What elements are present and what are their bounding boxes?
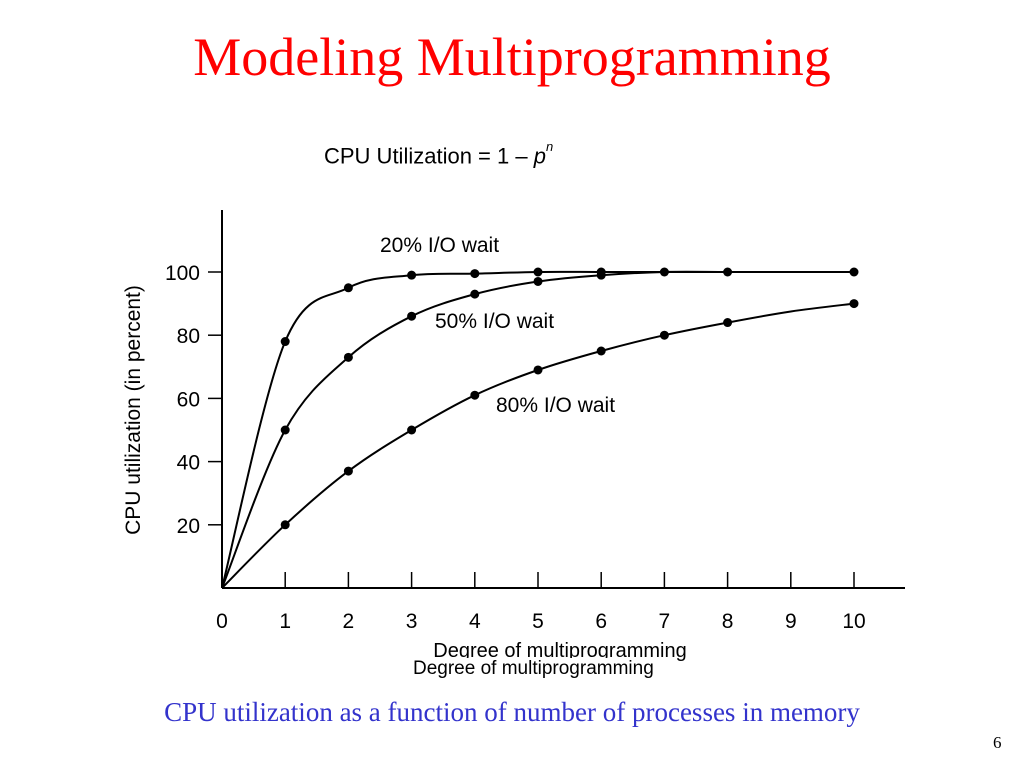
x-tick-label: 5 [532,610,544,633]
y-tick-label: 100 [165,262,200,285]
data-point [280,520,290,530]
series-line-2 [221,270,854,589]
data-point [407,425,417,435]
x-tick-label: 0 [216,610,228,633]
page-number: 6 [993,733,1002,752]
y-tick-label: 60 [177,388,200,411]
data-point [280,425,290,435]
data-point [533,276,543,286]
x-tick-label: 8 [722,610,734,633]
data-point [407,270,417,280]
data-point [533,365,543,375]
data-point [533,267,543,277]
data-point [343,283,353,293]
x-tick-label: 9 [785,610,797,633]
data-point [343,352,353,362]
x-tick-label: 2 [343,610,355,633]
data-point [470,390,480,400]
data-point [280,337,290,347]
x-axis-caption: Degree of multiprogramming [410,658,657,680]
formula-prefix: CPU Utilization = 1 – [324,143,534,169]
series-label-2: 50% I/O wait [435,310,554,333]
y-tick-label: 80 [177,325,200,348]
data-point [343,466,353,476]
slide-title: Modeling Multiprogramming [193,27,831,87]
x-tick-label: 7 [659,610,671,633]
formula-exponent: n [545,139,554,154]
x-tick-label: 4 [469,610,481,633]
series-line-3 [221,302,855,589]
x-axis-label: Degree of multiprogramming [433,640,686,662]
x-tick-label: 3 [406,610,418,633]
series-label-3: 80% I/O wait [496,394,615,417]
x-tick-label: 10 [842,610,865,633]
data-point [470,269,480,279]
formula-variable: p [533,143,546,169]
y-tick-label: 40 [177,452,200,475]
slide-caption: CPU utilization as a function of number … [164,697,860,727]
series-label-1: 20% I/O wait [380,234,499,257]
data-point [470,289,480,299]
data-point [659,330,669,340]
data-point [596,346,606,356]
data-point [723,318,733,328]
data-point [407,311,417,321]
formula: CPU Utilization = 1 – pn [324,139,553,169]
x-tick-label: 1 [279,610,291,633]
data-point [596,270,606,280]
y-axis-label: CPU utilization (in percent) [122,285,145,535]
data-point [849,299,859,309]
x-tick-label: 6 [595,610,607,633]
y-tick-label: 20 [177,515,200,538]
